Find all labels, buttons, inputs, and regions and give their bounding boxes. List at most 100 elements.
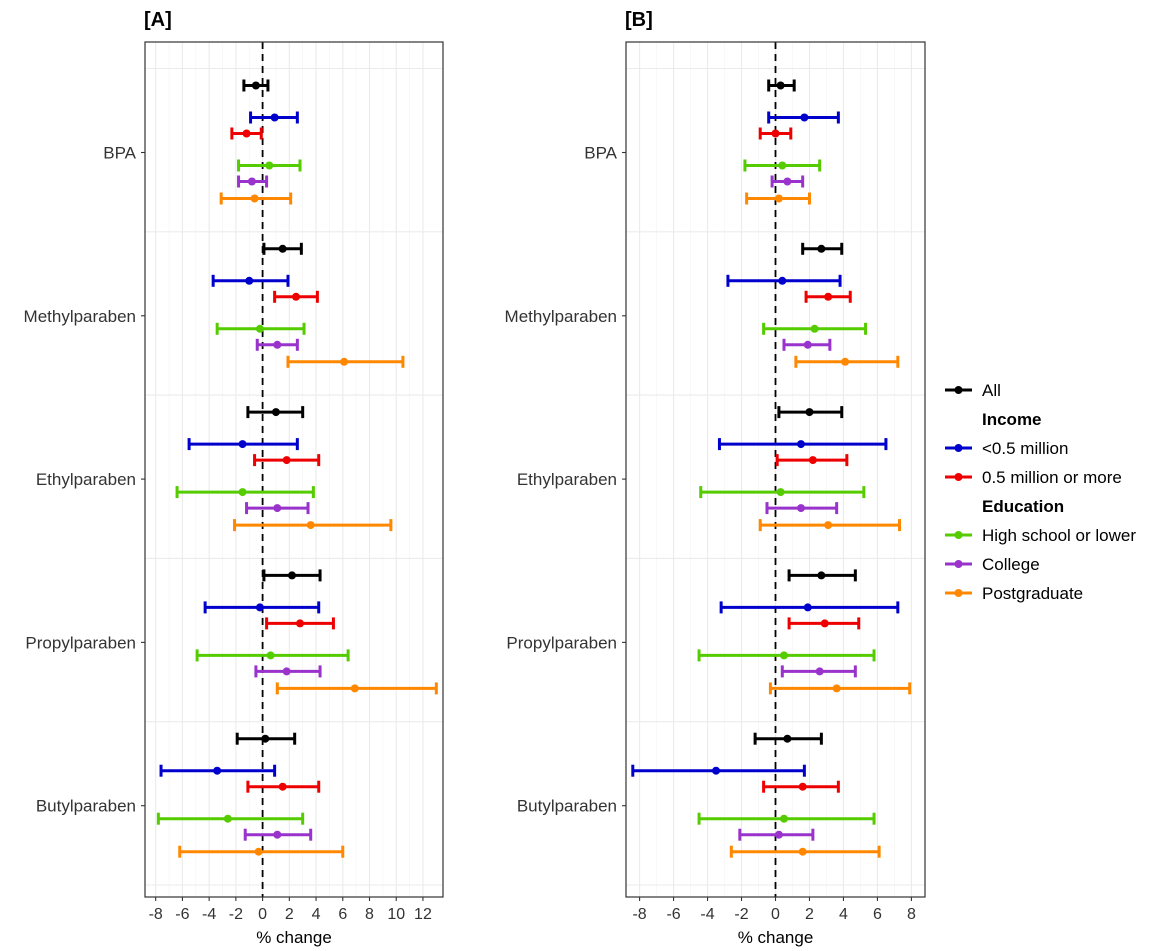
point-estimate-propylparaben-0-5-million (803, 603, 812, 612)
point-estimate-butylparaben-all (261, 734, 270, 743)
category-label-ethylparaben: Ethylparaben (36, 470, 136, 489)
legend-header-education: Education (982, 497, 1064, 516)
x-tick-label: -4 (202, 906, 216, 923)
category-label-propylparaben: Propylparaben (25, 633, 136, 652)
x-tick-label: 10 (387, 906, 405, 923)
point-estimate-bpa-0-5-million (270, 113, 279, 122)
point-estimate-ethylparaben-high-school-or-lower (238, 488, 247, 497)
point-estimate-bpa-0-5-million-or-more (771, 129, 780, 138)
point-estimate-methylparaben-all (817, 244, 826, 253)
point-estimate-bpa-0-5-million-or-more (242, 129, 251, 138)
x-tick-label: -8 (632, 906, 646, 923)
category-label-methylparaben: Methylparaben (24, 307, 136, 326)
point-estimate-methylparaben-high-school-or-lower (810, 324, 819, 333)
category-label-butylparaben: Butylparaben (517, 797, 617, 816)
point-estimate-bpa-high-school-or-lower (265, 161, 274, 170)
x-tick-label: 0 (258, 906, 267, 923)
point-estimate-methylparaben-college (803, 340, 812, 349)
legend-key-all (945, 386, 972, 394)
point-estimate-propylparaben-0-5-million-or-more (296, 619, 305, 628)
point-estimate-butylparaben-high-school-or-lower (779, 814, 788, 823)
x-tick-label: 0 (771, 906, 780, 923)
category-label-butylparaben: Butylparaben (36, 797, 136, 816)
category-label-bpa: BPA (103, 144, 136, 163)
legend-key-postgraduate (945, 589, 972, 597)
point-estimate-propylparaben-postgraduate (832, 684, 841, 693)
point-estimate-butylparaben-all (783, 734, 792, 743)
legend-key-dot (954, 444, 963, 452)
point-estimate-bpa-college (247, 177, 256, 186)
point-estimate-propylparaben-high-school-or-lower (779, 651, 788, 660)
point-estimate-butylparaben-0-5-million-or-more (798, 782, 807, 791)
point-estimate-bpa-college (783, 177, 792, 186)
point-estimate-ethylparaben-0-5-million-or-more (282, 456, 291, 465)
legend-label-postgraduate: Postgraduate (982, 584, 1083, 603)
point-estimate-methylparaben-high-school-or-lower (255, 324, 264, 333)
point-estimate-ethylparaben-all (271, 408, 280, 417)
legend: All Income <0.5 million 0.5 million or more… (945, 381, 1136, 603)
point-estimate-propylparaben-0-5-million-or-more (820, 619, 829, 628)
point-estimate-butylparaben-high-school-or-lower (223, 814, 232, 823)
point-estimate-butylparaben-postgraduate (254, 847, 263, 856)
point-estimate-propylparaben-college (815, 667, 824, 676)
plot-background (145, 42, 443, 897)
legend-key-dot (954, 531, 963, 539)
point-estimate-propylparaben-all (287, 571, 296, 580)
x-tick-label: 8 (907, 906, 916, 923)
legend-key-college (945, 560, 972, 568)
point-estimate-methylparaben-0-5-million-or-more (824, 292, 833, 301)
point-estimate-bpa-0-5-million (800, 113, 809, 122)
x-tick-label: -8 (149, 906, 163, 923)
point-estimate-ethylparaben-college (796, 504, 805, 513)
point-estimate-bpa-high-school-or-lower (778, 161, 787, 170)
legend-key-dot (954, 589, 963, 597)
point-estimate-ethylparaben-0-5-million-or-more (808, 456, 817, 465)
point-estimate-ethylparaben-all (805, 408, 814, 417)
category-label-ethylparaben: Ethylparaben (517, 470, 617, 489)
point-estimate-ethylparaben-postgraduate (306, 521, 315, 530)
legend-key-high-school-or-lower (945, 531, 972, 539)
point-estimate-butylparaben-postgraduate (798, 847, 807, 856)
point-estimate-butylparaben-0-5-million (712, 766, 721, 775)
point-estimate-methylparaben-postgraduate (841, 357, 850, 366)
legend-key-dot (954, 473, 963, 481)
x-tick-label: 4 (312, 906, 321, 923)
legend-key-0-5-million-or-more (945, 473, 972, 481)
x-axis-title: % change (738, 928, 814, 947)
x-tick-label: 6 (338, 906, 347, 923)
point-estimate-propylparaben-college (282, 667, 291, 676)
point-estimate-methylparaben-college (273, 340, 282, 349)
point-estimate-methylparaben-0-5-million (245, 276, 254, 285)
category-label-bpa: BPA (584, 144, 617, 163)
point-estimate-butylparaben-0-5-million (213, 766, 222, 775)
point-estimate-butylparaben-college (273, 830, 282, 839)
point-estimate-ethylparaben-0-5-million (796, 440, 805, 449)
legend-label-0-5-million-or-more: 0.5 million or more (982, 468, 1122, 487)
point-estimate-bpa-all (776, 81, 785, 90)
panel-a: [A] BPA Methylparaben Ethylparaben Propylpar… (24, 9, 444, 947)
point-estimate-bpa-all (251, 81, 260, 90)
point-estimate-ethylparaben-0-5-million (238, 440, 247, 449)
point-estimate-ethylparaben-high-school-or-lower (776, 488, 785, 497)
point-estimate-methylparaben-0-5-million-or-more (292, 292, 301, 301)
x-tick-label: -4 (700, 906, 714, 923)
point-estimate-methylparaben-0-5-million (778, 276, 787, 285)
point-estimate-propylparaben-0-5-million (255, 603, 264, 612)
legend-label-high-school-or-lower: High school or lower (982, 526, 1136, 545)
x-tick-label: 12 (414, 906, 432, 923)
point-estimate-propylparaben-postgraduate (350, 684, 359, 693)
x-tick-label: 2 (285, 906, 294, 923)
x-tick-label: -6 (666, 906, 680, 923)
legend-key-dot (954, 386, 963, 394)
x-tick-label: -2 (229, 906, 243, 923)
x-tick-label: -2 (734, 906, 748, 923)
legend-label-0-5-million: <0.5 million (982, 439, 1068, 458)
legend-label-all: All (982, 381, 1001, 400)
point-estimate-bpa-postgraduate (250, 194, 259, 203)
legend-key-0-5-million (945, 444, 972, 452)
point-estimate-ethylparaben-postgraduate (824, 521, 833, 530)
x-tick-label: 8 (365, 906, 374, 923)
x-axis-title: % change (256, 928, 332, 947)
x-tick-label: 4 (839, 906, 848, 923)
